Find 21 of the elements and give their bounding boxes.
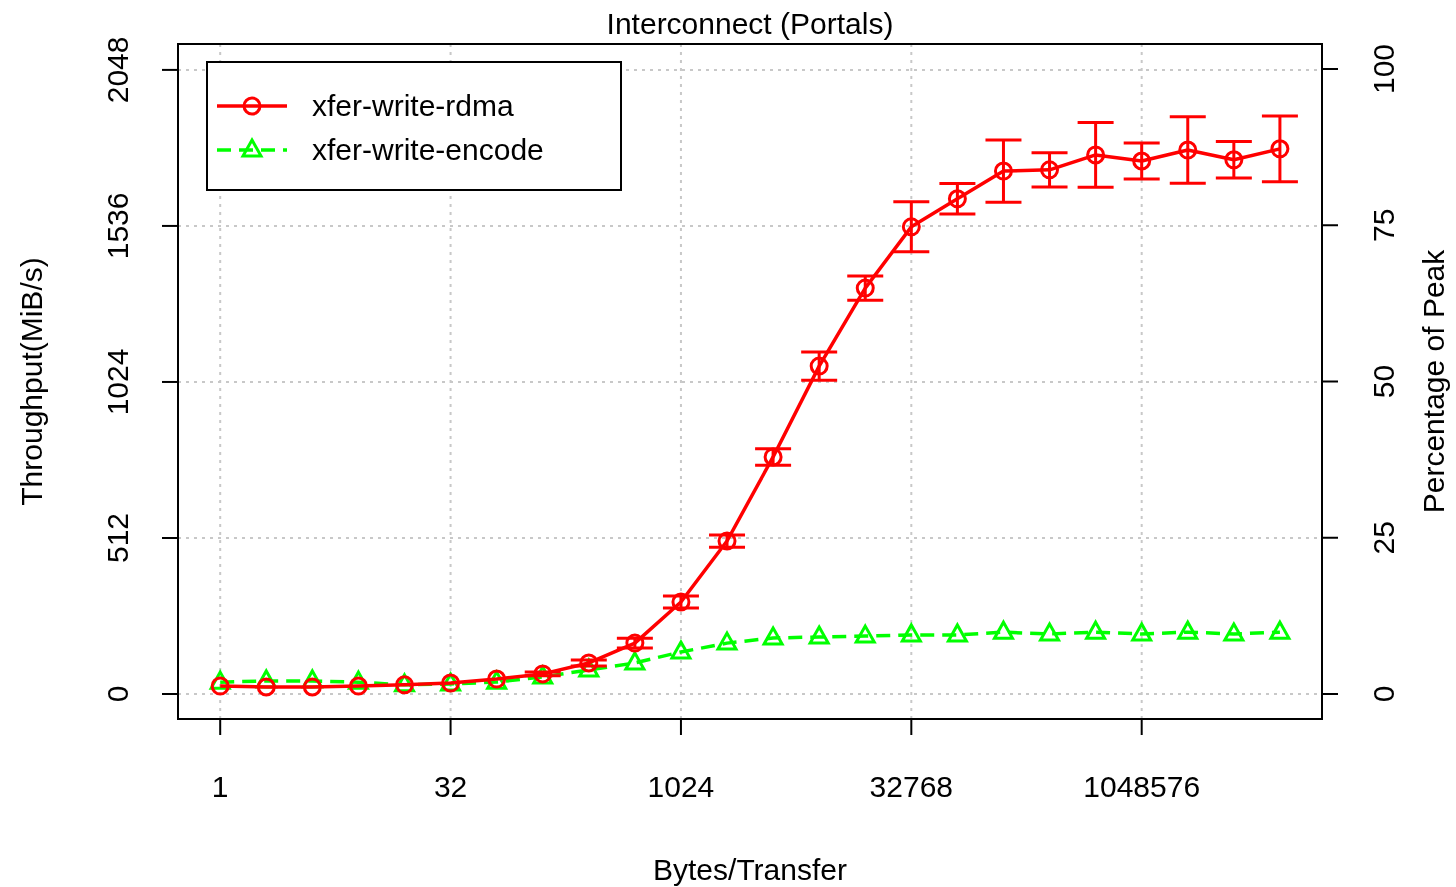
legend-label: xfer-write-rdma [312, 89, 514, 122]
y-tick-label: 0 [101, 685, 134, 703]
y2-tick-label: 100 [1367, 43, 1400, 95]
y2-tick-label: 25 [1367, 521, 1400, 555]
chart-title: Interconnect (Portals) [606, 7, 894, 40]
y-tick-label: 2048 [101, 36, 134, 104]
y2-axis-title: Percentage of Peak [1417, 248, 1450, 514]
y-tick-label: 1536 [101, 192, 134, 260]
y2-tick-label: 50 [1367, 364, 1400, 399]
y2-tick-label: 0 [1367, 685, 1400, 703]
x-tick-label: 32 [433, 770, 468, 803]
x-tick-label: 1048576 [1083, 770, 1201, 803]
legend-label: xfer-write-encode [312, 133, 544, 166]
y-tick-label: 512 [101, 512, 134, 564]
x-tick-label: 32768 [869, 770, 954, 803]
y-axis-title: Throughput(MiB/s) [15, 257, 48, 506]
x-tick-label: 1 [211, 770, 229, 803]
y2-tick-label: 75 [1367, 208, 1400, 242]
x-axis-title: Bytes/Transfer [653, 853, 847, 886]
y-tick-label: 1024 [101, 348, 134, 416]
x-tick-label: 1024 [647, 770, 715, 803]
